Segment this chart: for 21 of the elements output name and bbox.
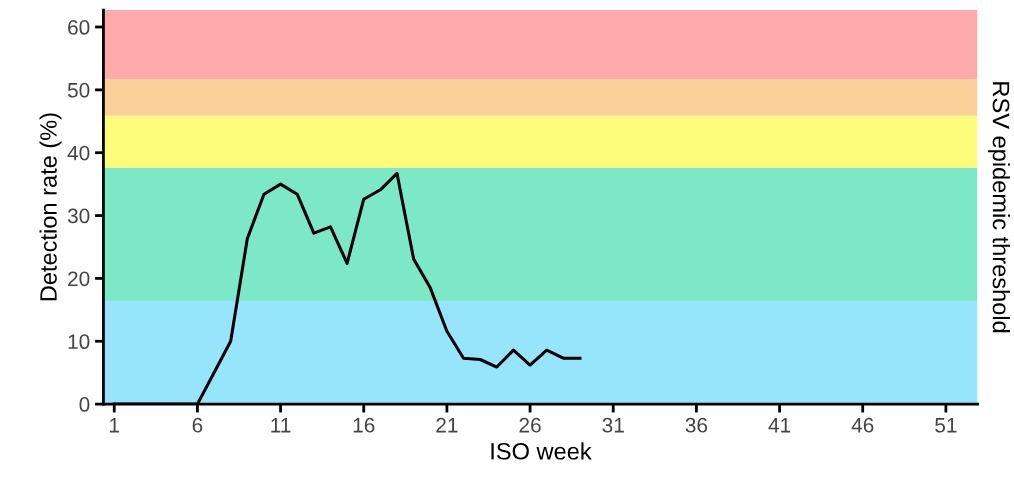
y-axis-title: Detection rate (%) <box>39 113 62 301</box>
x-tick-label: 31 <box>602 417 624 433</box>
y-tick-label: 50 <box>67 82 90 98</box>
x-tick-label: 16 <box>353 417 375 433</box>
y-tick-label: 40 <box>67 145 90 161</box>
y-tick-label: 30 <box>67 208 90 224</box>
x-tick-label: 26 <box>519 417 541 433</box>
x-tick-label: 6 <box>192 417 203 433</box>
x-tick-label: 51 <box>935 418 957 433</box>
y-tick-label: 20 <box>68 271 90 287</box>
x-axis-title: ISO week <box>491 442 592 460</box>
x-tick-label: 41 <box>768 418 791 433</box>
y-tick-label: 60 <box>68 20 90 35</box>
y2-axis-title: RSV epidemic threshold <box>987 82 1010 333</box>
x-tick-label: 21 <box>436 417 458 433</box>
x-tick-label: 36 <box>685 417 708 433</box>
y-tick-label: 0 <box>79 397 90 412</box>
x-tick-label: 11 <box>271 418 291 433</box>
x-tick-label: 1 <box>110 418 120 433</box>
x-tick-label: 46 <box>851 417 874 433</box>
y-tick-label: 10 <box>68 334 90 350</box>
